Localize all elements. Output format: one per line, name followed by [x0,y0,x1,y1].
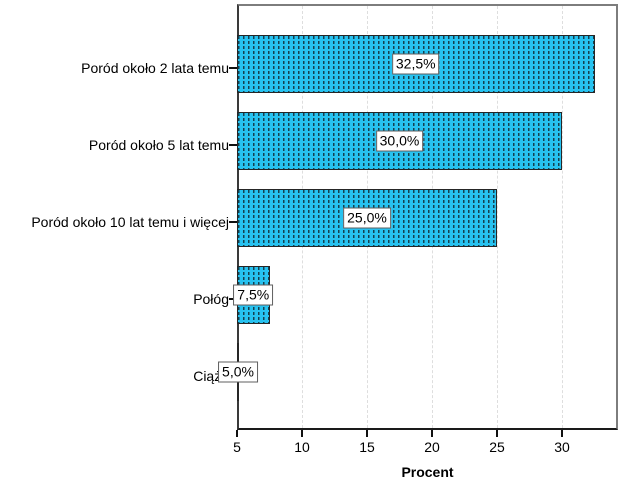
category-tick-mark [229,298,237,300]
category-tick-mark [229,67,237,69]
category-row: Ciąża [0,347,237,405]
x-tick-mark [561,430,563,437]
bar-polog: 7,5% [233,266,274,324]
category-row: Połóg [0,270,237,328]
category-label: Poród około 2 lata temu [81,60,229,76]
bar-ciaza: 5,0% [218,343,258,401]
category-row: Poród około 10 lat temu i więcej [0,193,237,251]
x-tick-label: 15 [359,439,375,455]
bar-porod-5-lat: 30,0% [237,112,562,170]
plot-area: 32,5% 30,0% 25,0% 7,5% 5,0% [218,4,618,430]
x-tick-label: 10 [294,439,310,455]
bar-row: 25,0% [237,189,616,247]
x-tick-mark [236,430,238,437]
x-tick-mark [366,430,368,437]
x-tick-label: 5 [233,439,241,455]
category-tick-mark [229,144,237,146]
category-row: Poród około 2 lata temu [0,39,237,97]
x-tick-mark [301,430,303,437]
gridline [497,6,498,428]
value-label: 30,0% [375,130,424,152]
category-label: Poród około 10 lat temu i więcej [31,214,229,230]
category-tick-mark [229,221,237,223]
bar-porod-2-lata: 32,5% [237,35,595,93]
value-label: 7,5% [233,284,274,306]
bar-row: 30,0% [237,112,616,170]
bar-row: 5,0% [218,343,616,401]
value-label: 5,0% [218,361,258,383]
category-label: Poród około 5 lat temu [88,137,229,153]
value-label: 32,5% [391,53,440,75]
category-label: Połóg [193,291,229,307]
value-label: 25,0% [343,207,391,229]
bar-porod-10-lat: 25,0% [237,189,497,247]
gridline [562,6,563,428]
x-tick-mark [496,430,498,437]
category-axis: Poród około 2 lata temu Poród około 5 la… [0,39,237,424]
x-tick-label: 20 [424,439,440,455]
category-row: Poród około 5 lat temu [0,116,237,174]
bars-container: 32,5% 30,0% 25,0% 7,5% 5,0% [218,6,616,428]
x-tick-mark [431,430,433,437]
x-tick-label: 30 [554,439,570,455]
x-axis-title: Procent [401,464,454,480]
x-tick-label: 25 [489,439,505,455]
bar-row: 32,5% [237,35,616,93]
bar-row: 7,5% [233,266,616,324]
